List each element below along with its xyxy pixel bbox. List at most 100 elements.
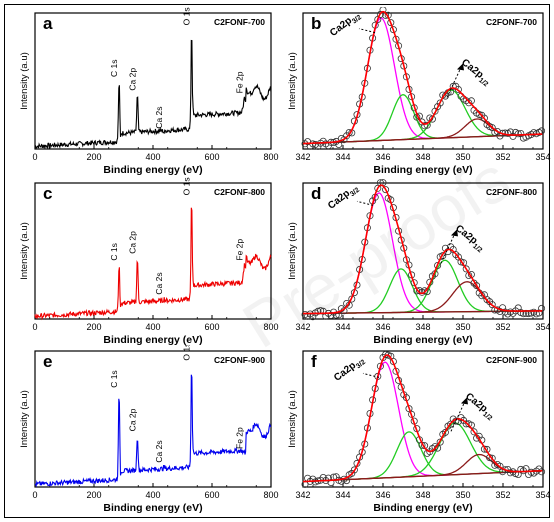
x-tick-label: 346 <box>375 152 390 162</box>
arrow-head <box>451 229 458 237</box>
panel-letter: d <box>311 184 321 203</box>
x-tick-label: 344 <box>335 322 350 332</box>
x-tick-label: 600 <box>204 490 219 500</box>
data-point <box>348 469 356 477</box>
y-axis-label: Intensity (a.u) <box>287 390 298 448</box>
data-point <box>421 122 429 130</box>
panel-e-survey-900: 0 200 400 600 800 Binding energy (eV) Intensit… <box>7 343 279 517</box>
annotation-main-text: Ca2p <box>332 360 358 384</box>
x-tick-label: 0 <box>32 152 37 162</box>
data-point <box>449 82 457 90</box>
panel-letter: f <box>311 352 317 371</box>
data-point <box>314 307 322 315</box>
peak-label: Fe 2p <box>235 427 245 449</box>
x-tick-label: 200 <box>86 490 101 500</box>
panel-b-ca2p-700: 342 344 346 348 350 352 354 Binding energy (eV)… <box>279 6 551 179</box>
plot-frame <box>34 350 272 488</box>
data-point <box>434 103 442 111</box>
panel-letter: e <box>43 352 52 371</box>
annotation-ca2p-1-2: Ca2p1/2 <box>452 223 487 254</box>
peak-label: Ca 2p <box>127 408 137 431</box>
peak-label: Fe 2p <box>235 239 245 261</box>
panel-a-survey-700: 0 200 400 600 800 Binding energy (eV) Intensit… <box>7 7 279 179</box>
fit-envelope-line <box>302 354 543 483</box>
x-tick-label: 350 <box>455 322 470 332</box>
annotation-ca2p-3-2: Ca2p3/2 <box>326 182 361 213</box>
x-tick-label: 600 <box>204 152 219 162</box>
x-tick-label: 0 <box>32 490 37 500</box>
data-point <box>418 118 426 126</box>
data-point <box>538 468 546 476</box>
annotation-sub-text: 1/2 <box>477 77 489 89</box>
x-tick-label: 344 <box>335 152 350 162</box>
peak-label: Ca 2s <box>154 106 164 128</box>
peak-label: Ca 2s <box>154 272 164 294</box>
data-point <box>382 186 390 194</box>
peak-label: Ca 2p <box>127 231 137 254</box>
x-tick-label: 200 <box>86 322 101 332</box>
data-point <box>473 282 481 290</box>
survey-spectrum-line <box>34 207 272 321</box>
data-point <box>436 438 444 446</box>
annotation-sub-text: 3/2 <box>355 359 367 371</box>
x-axis-label: Binding energy (eV) <box>373 164 472 176</box>
x-tick-label: 354 <box>535 152 550 162</box>
x-tick-label: 352 <box>495 152 510 162</box>
x-tick-label: 400 <box>145 490 160 500</box>
x-tick-label: 354 <box>535 322 550 332</box>
data-point <box>382 351 390 358</box>
sample-label: C2FONF-800 <box>214 187 265 197</box>
x-axis-label: Binding energy (eV) <box>103 164 202 176</box>
peak-label: O 1s <box>182 177 192 195</box>
data-point <box>436 99 444 107</box>
panel-d-ca2p-800: 342 344 346 348 350 352 354 Binding energy (eV)… <box>279 177 551 349</box>
sample-label: C2FONF-700 <box>214 17 265 27</box>
data-point <box>410 279 418 287</box>
figure-frame: 0 200 400 600 800 Binding energy (eV) Intensit… <box>4 4 551 518</box>
x-tick-label: 342 <box>295 490 310 500</box>
data-point <box>423 121 431 129</box>
x-tick-label: 800 <box>263 322 278 332</box>
x-tick-label: 352 <box>495 490 510 500</box>
data-point <box>340 136 348 144</box>
data-point <box>441 428 449 436</box>
x-tick-label: 352 <box>495 322 510 332</box>
panel-letter: a <box>43 14 53 33</box>
annotation-ca2p-1-2: Ca2p1/2 <box>462 391 497 422</box>
x-tick-label: 200 <box>86 152 101 162</box>
panel-letter: b <box>311 14 321 33</box>
data-point <box>379 6 387 14</box>
peak-label: O 1s <box>182 345 192 361</box>
data-point <box>460 416 468 424</box>
x-tick-label: 350 <box>455 490 470 500</box>
arrow-head <box>461 397 468 405</box>
y-axis-label: Intensity (a.u) <box>19 390 30 448</box>
panel-f-ca2p-900: 342 344 346 348 350 352 354 Binding energy (eV)… <box>279 345 551 517</box>
x-axis-label: Binding energy (eV) <box>103 502 202 514</box>
data-point <box>496 462 504 470</box>
data-point <box>496 307 504 315</box>
data-point <box>387 19 395 27</box>
annotation-sub-text: 3/2 <box>351 14 363 26</box>
x-axis-label: Binding energy (eV) <box>373 502 472 514</box>
x-tick-label: 0 <box>32 322 37 332</box>
x-tick-label: 342 <box>295 322 310 332</box>
ca2p-chart-b: 342 344 346 348 350 352 354 Binding energy (eV)… <box>287 6 551 176</box>
peak-label: C 1s <box>109 60 119 77</box>
y-axis-label: Intensity (a.u) <box>19 222 30 280</box>
sample-label: C2FONF-900 <box>486 355 537 365</box>
x-tick-label: 600 <box>204 322 219 332</box>
data-point <box>470 428 478 436</box>
annotation-main-text: Ca2p <box>328 15 354 39</box>
x-axis-label: Binding energy (eV) <box>103 334 202 346</box>
sample-label: C2FONF-700 <box>486 17 537 27</box>
data-point <box>462 420 470 428</box>
annotation-arrow <box>440 233 456 264</box>
x-tick-label: 348 <box>415 322 430 332</box>
annotation-arrow <box>356 200 374 206</box>
peak-label: C 1s <box>109 243 119 260</box>
panel-letter: c <box>43 184 52 203</box>
panel-c-survey-800: 0 200 400 600 800 Binding energy (eV) Intensit… <box>7 177 279 349</box>
fit-envelope-line <box>302 10 542 145</box>
annotation-ca2p-1-2: Ca2p1/2 <box>458 57 493 88</box>
